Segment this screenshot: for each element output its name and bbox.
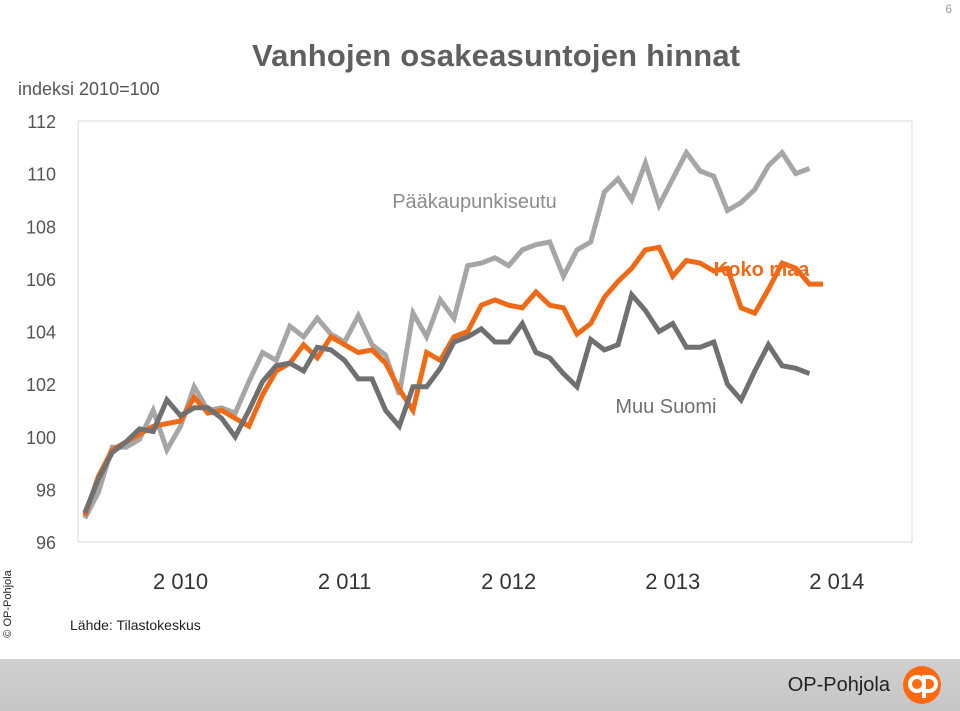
op-logo-icon: [903, 666, 941, 704]
y-tick-label: 96: [36, 533, 56, 553]
series-label-pääkaupunkiseutu: Pääkaupunkiseutu: [392, 191, 557, 213]
y-axis-title: indeksi 2010=100: [18, 79, 160, 99]
x-tick-label: 2 011: [318, 569, 371, 594]
y-tick-label: 106: [26, 270, 56, 290]
x-tick-label: 2 010: [153, 569, 208, 594]
footer-bar: OP-Pohjola: [0, 659, 960, 711]
y-tick-label: 100: [26, 428, 56, 448]
series-line-koko-maa: [82, 244, 824, 517]
x-tick-label: 2 013: [645, 569, 700, 594]
x-tick-label: 2 014: [809, 569, 864, 594]
y-tick-label: 98: [36, 480, 56, 500]
y-tick-label: 104: [26, 323, 56, 343]
series-line-muu-suomi: [82, 289, 811, 515]
page-number: 6: [945, 2, 952, 16]
source-note: Lähde: Tilastokeskus: [70, 617, 201, 633]
series-label-koko-maa: Koko maa: [714, 259, 810, 281]
x-tick-label: 2 012: [481, 569, 536, 594]
y-tick-label: 110: [27, 165, 56, 185]
y-tick-label: 102: [26, 375, 56, 395]
line-chart: 96 98 100 102 104 106 108 110 112 2 010 2 011 2 012…: [26, 112, 913, 594]
slide-title: Vanhojen osakeasuntojen hinnat: [252, 38, 741, 73]
copyright-note: © OP-Pohjola: [2, 570, 14, 638]
y-tick-label: 108: [26, 217, 56, 237]
y-tick-label: 112: [27, 112, 56, 132]
series-label-muu-suomi: Muu Suomi: [615, 396, 716, 418]
brand-name: OP-Pohjola: [787, 674, 890, 696]
